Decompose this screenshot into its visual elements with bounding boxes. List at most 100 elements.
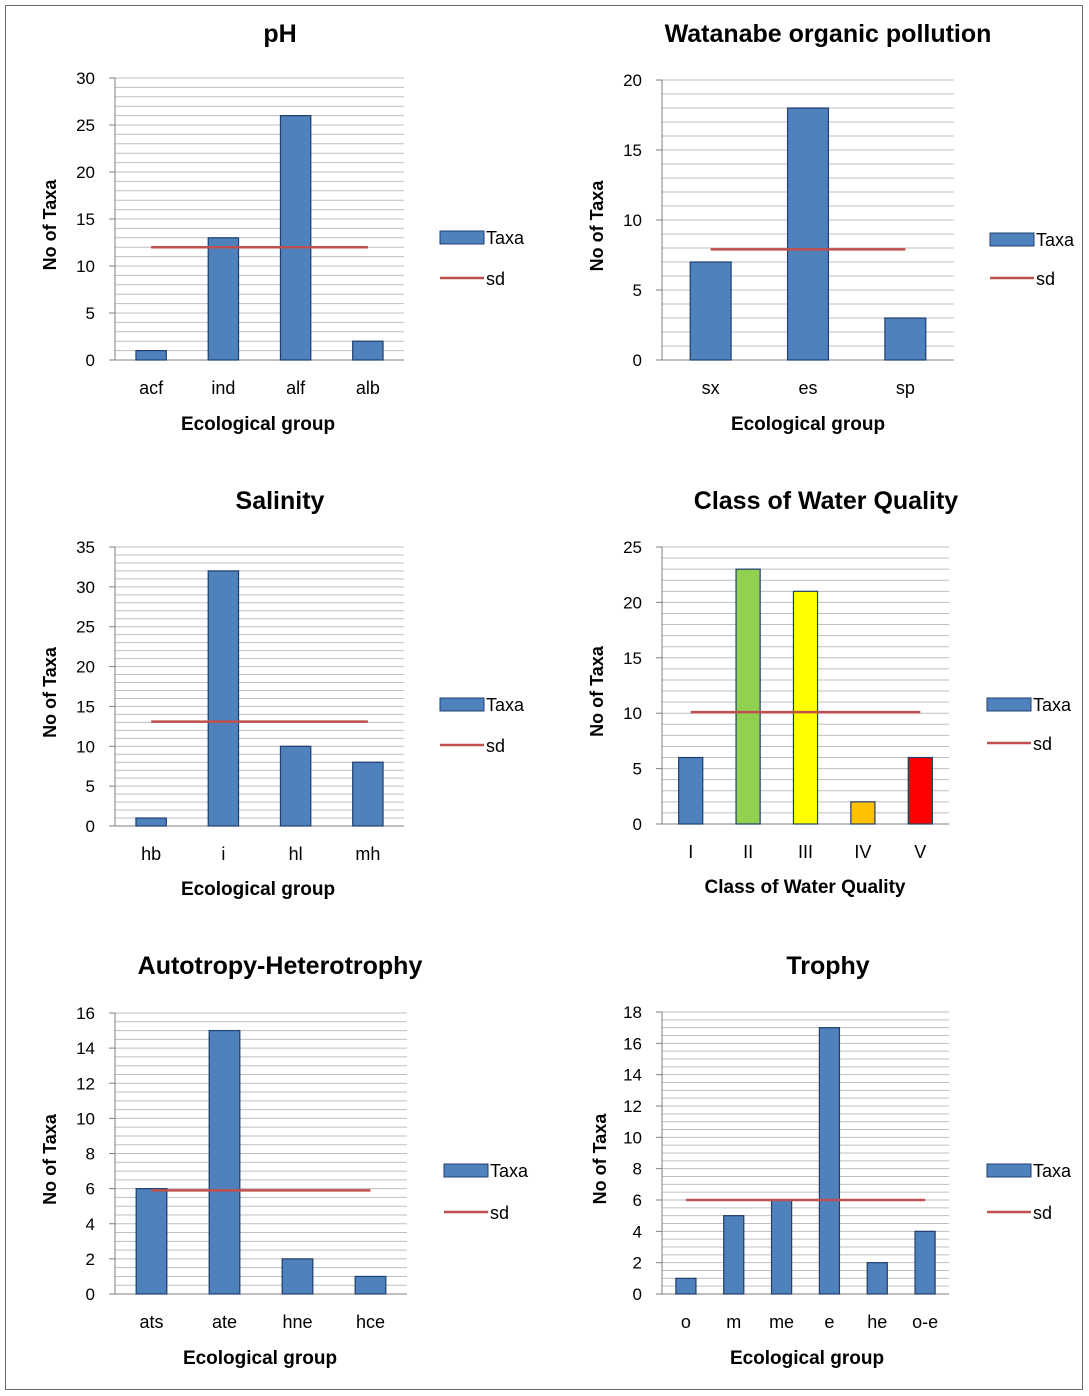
legend-label-sd: sd bbox=[1033, 1203, 1052, 1223]
y-tick-label: 5 bbox=[86, 777, 95, 796]
chart-3: 0 5 10 15 20 25 30 35 hb i hl mh Salinity Ecological … bbox=[40, 487, 525, 900]
y-tick-label: 2 bbox=[633, 1254, 642, 1273]
bar-hb[interactable] bbox=[135, 817, 167, 827]
chart-6: 0 2 4 6 8 10 12 14 16 18 o m me e he o-e Trophy Ecologica… bbox=[590, 952, 1072, 1369]
bar-ate[interactable] bbox=[208, 1029, 241, 1295]
bar-ind[interactable] bbox=[207, 237, 240, 361]
x-tick-label: es bbox=[798, 378, 817, 398]
x-tick-label: o bbox=[681, 1312, 691, 1332]
y-tick-label: 15 bbox=[76, 697, 95, 716]
bar-iii[interactable] bbox=[792, 590, 819, 825]
chart-1: 0 5 10 15 20 25 30 acf ind alf alb pH Ecological gro… bbox=[40, 20, 525, 435]
x-tick-label: me bbox=[769, 1312, 794, 1332]
legend-label-taxa: Taxa bbox=[486, 695, 525, 715]
y-tick-label: 14 bbox=[76, 1039, 95, 1058]
bar-o[interactable] bbox=[675, 1277, 697, 1295]
bar-alf[interactable] bbox=[279, 114, 312, 361]
x-tick-label: V bbox=[914, 842, 926, 862]
y-tick-label: 30 bbox=[76, 578, 95, 597]
bar-v[interactable] bbox=[907, 756, 933, 825]
chart-2: 0 5 10 15 20 sx es sp Watanabe organic pollution… bbox=[587, 20, 1075, 435]
bar-he[interactable] bbox=[866, 1262, 888, 1295]
legend-swatch-taxa bbox=[439, 697, 485, 712]
bar-me[interactable] bbox=[770, 1199, 793, 1295]
bar-alb[interactable] bbox=[352, 340, 384, 361]
y-tick-label: 6 bbox=[86, 1180, 95, 1199]
bar-hce[interactable] bbox=[354, 1275, 387, 1295]
x-tick-label: m bbox=[726, 1312, 741, 1332]
chart-title: Class of Water Quality bbox=[694, 487, 959, 515]
y-tick-label: 25 bbox=[76, 618, 95, 637]
bar-i[interactable] bbox=[678, 756, 704, 825]
bar-sx[interactable] bbox=[689, 261, 732, 361]
legend-label-taxa: Taxa bbox=[486, 228, 525, 248]
bar-acf[interactable] bbox=[135, 350, 167, 361]
x-tick-label: o-e bbox=[912, 1312, 938, 1332]
y-tick-label: 15 bbox=[76, 210, 95, 229]
bar-ii[interactable] bbox=[735, 568, 761, 825]
y-axis-label: No of Taxa bbox=[587, 645, 607, 737]
y-tick-label: 20 bbox=[76, 163, 95, 182]
x-axis-label: Ecological group bbox=[181, 879, 335, 900]
y-tick-label: 25 bbox=[76, 116, 95, 135]
legend-label-sd: sd bbox=[486, 269, 505, 289]
x-tick-label: mh bbox=[355, 844, 380, 864]
y-tick-label: 20 bbox=[623, 71, 642, 90]
figure-frame bbox=[5, 5, 1083, 1390]
y-tick-label: 14 bbox=[623, 1066, 642, 1085]
x-tick-label: sx bbox=[702, 378, 720, 398]
legend-label-sd: sd bbox=[486, 736, 505, 756]
bar-m[interactable] bbox=[723, 1215, 745, 1295]
bar-e[interactable] bbox=[818, 1027, 841, 1295]
y-axis-label: No of Taxa bbox=[590, 1113, 610, 1205]
bar-es[interactable] bbox=[786, 107, 830, 361]
bar-iv[interactable] bbox=[850, 801, 876, 825]
legend-label-taxa: Taxa bbox=[1036, 230, 1075, 250]
legend-label-taxa: Taxa bbox=[1033, 695, 1072, 715]
y-tick-label: 10 bbox=[76, 1109, 95, 1128]
x-axis-label: Ecological group bbox=[183, 1348, 337, 1369]
bar-mh[interactable] bbox=[352, 761, 384, 827]
y-tick-label: 20 bbox=[623, 593, 642, 612]
y-tick-label: 10 bbox=[623, 1128, 642, 1147]
legend-swatch-taxa bbox=[986, 697, 1032, 712]
y-tick-label: 30 bbox=[76, 69, 95, 88]
y-tick-label: 10 bbox=[76, 257, 95, 276]
bar-ats[interactable] bbox=[135, 1188, 168, 1295]
y-tick-label: 10 bbox=[623, 211, 642, 230]
x-axis-label: Ecological group bbox=[730, 1348, 884, 1369]
y-tick-label: 0 bbox=[86, 817, 95, 836]
x-tick-label: acf bbox=[139, 378, 164, 398]
legend-label-taxa: Taxa bbox=[1033, 1161, 1072, 1181]
x-tick-label: ats bbox=[139, 1312, 163, 1332]
legend-label-sd: sd bbox=[1036, 269, 1055, 289]
bar-o-e[interactable] bbox=[914, 1230, 936, 1295]
legend-swatch-taxa bbox=[986, 1163, 1032, 1178]
y-tick-label: 20 bbox=[76, 658, 95, 677]
y-tick-label: 18 bbox=[623, 1003, 642, 1022]
y-tick-label: 5 bbox=[633, 281, 642, 300]
y-tick-label: 0 bbox=[86, 351, 95, 370]
y-tick-label: 10 bbox=[76, 737, 95, 756]
y-tick-label: 15 bbox=[623, 141, 642, 160]
x-axis-label: Ecological group bbox=[731, 414, 885, 435]
y-tick-label: 35 bbox=[76, 538, 95, 557]
legend-label-taxa: Taxa bbox=[490, 1161, 529, 1181]
bar-sp[interactable] bbox=[884, 317, 927, 361]
legend-label-sd: sd bbox=[1033, 734, 1052, 754]
x-tick-label: e bbox=[824, 1312, 834, 1332]
bar-i[interactable] bbox=[207, 570, 240, 827]
x-axis-label: Class of Water Quality bbox=[705, 877, 906, 898]
chart-5: 0 2 4 6 8 10 12 14 16 ats ate hne hce Autotropy-Heter… bbox=[40, 952, 529, 1369]
legend-swatch-taxa bbox=[439, 230, 485, 245]
bar-hl[interactable] bbox=[279, 745, 312, 827]
y-tick-label: 0 bbox=[633, 815, 642, 834]
x-tick-label: sp bbox=[896, 378, 915, 398]
x-tick-label: IV bbox=[854, 842, 871, 862]
bar-hne[interactable] bbox=[281, 1258, 314, 1295]
legend-swatch-taxa bbox=[989, 232, 1035, 247]
x-tick-label: II bbox=[743, 842, 753, 862]
chart-title: Salinity bbox=[236, 487, 325, 515]
chart-title: pH bbox=[263, 20, 296, 48]
